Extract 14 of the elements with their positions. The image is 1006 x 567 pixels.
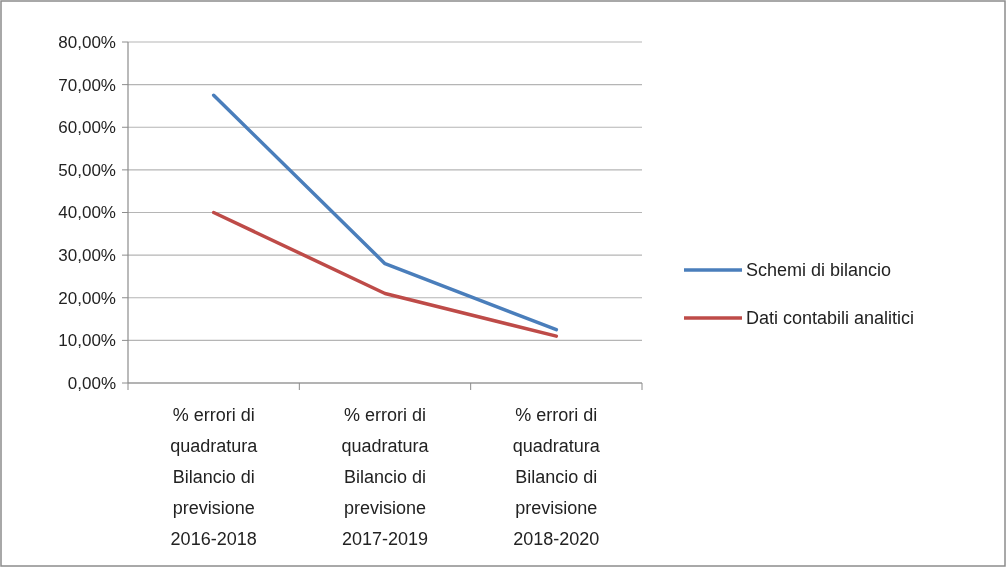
y-tick-label: 0,00% — [67, 373, 116, 393]
y-tick-label: 20,00% — [58, 288, 116, 308]
y-tick-label: 80,00% — [58, 32, 116, 52]
y-tick-label: 40,00% — [58, 203, 116, 223]
x-tick-label: % errori di quadratura Bilancio di previsione 2017-2019 — [341, 405, 430, 549]
legend-label: Dati contabili analitici — [746, 308, 915, 329]
y-tick-label: 70,00% — [58, 75, 116, 95]
y-tick-label: 60,00% — [58, 118, 116, 138]
x-tick-label: % errori di quadratura Bilancio di previsione 2018-2020 — [512, 405, 601, 549]
y-tick-label: 30,00% — [58, 246, 116, 266]
y-tick-label: 50,00% — [58, 160, 116, 180]
legend-label: Schemi di bilancio — [746, 260, 892, 281]
y-tick-label: 10,00% — [58, 331, 116, 351]
x-tick-label: % errori di quadratura Bilancio di previsione 2016-2018 — [170, 405, 259, 549]
